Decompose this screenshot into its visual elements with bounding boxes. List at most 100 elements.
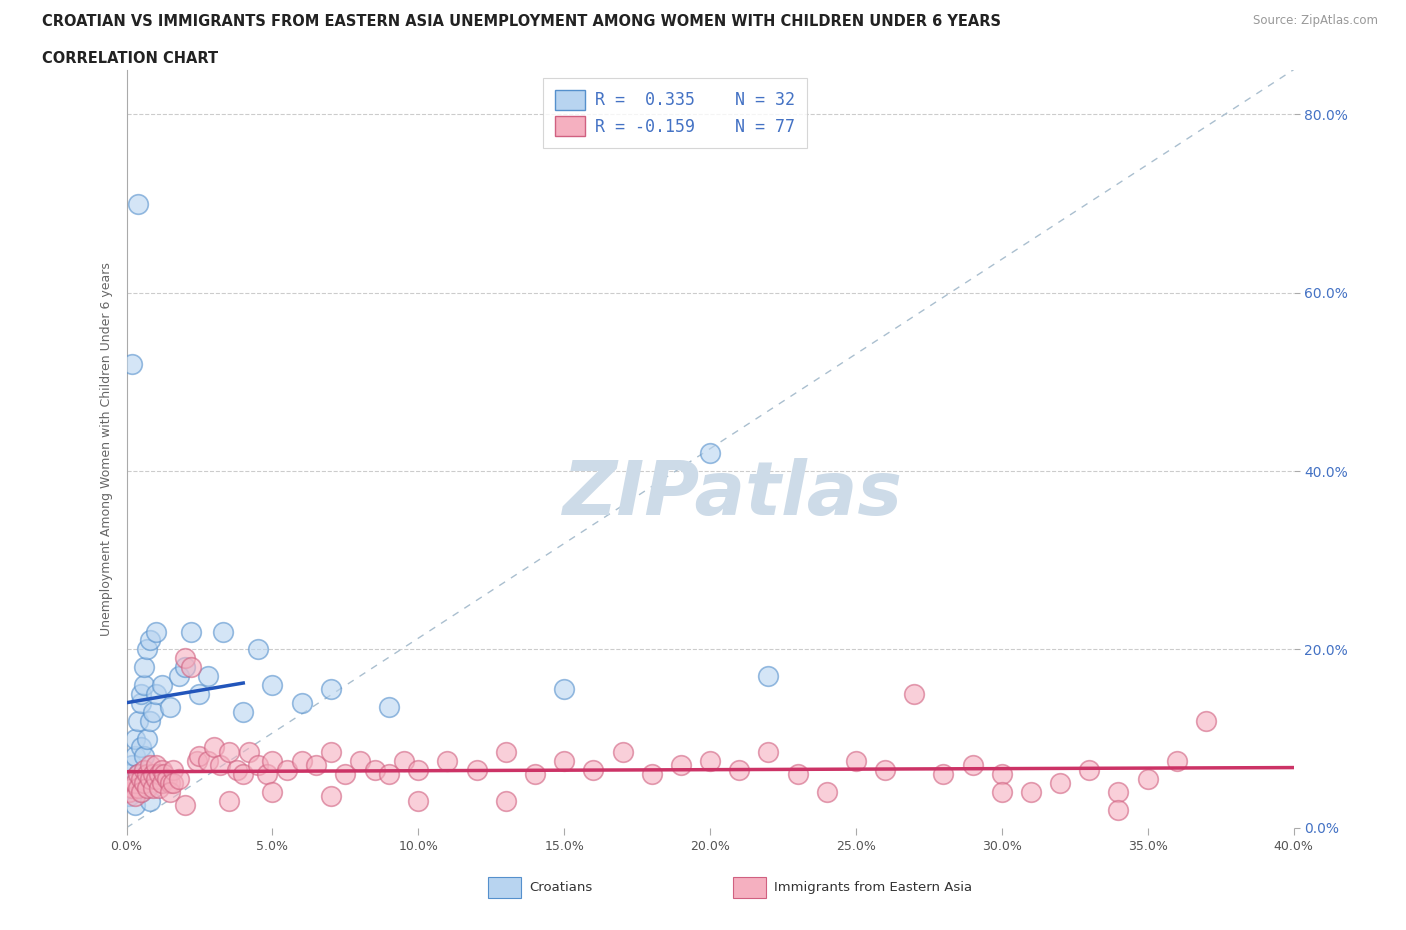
Point <box>121 758 143 773</box>
Point <box>159 700 181 715</box>
Point <box>121 780 143 795</box>
Point <box>962 758 984 773</box>
Point <box>129 785 152 800</box>
Point <box>262 785 284 800</box>
Point <box>262 753 284 768</box>
Point <box>305 758 328 773</box>
Text: ZIPatlas: ZIPatlas <box>564 458 904 531</box>
Point <box>226 763 249 777</box>
Point <box>202 740 225 755</box>
Point <box>148 766 170 781</box>
Point <box>845 753 868 768</box>
Point <box>159 776 181 790</box>
Point <box>246 758 269 773</box>
Point <box>612 744 634 759</box>
Point <box>132 678 155 693</box>
Point <box>408 793 430 808</box>
Point <box>145 624 167 639</box>
Text: Source: ZipAtlas.com: Source: ZipAtlas.com <box>1253 14 1378 27</box>
Point <box>132 776 155 790</box>
Point <box>186 753 208 768</box>
Point <box>728 763 751 777</box>
Point <box>232 766 254 781</box>
Point <box>246 642 269 657</box>
Point <box>145 758 167 773</box>
Point <box>208 758 231 773</box>
Point <box>132 659 155 674</box>
Point <box>188 686 211 701</box>
Point <box>148 780 170 795</box>
Point <box>142 780 165 795</box>
Point <box>132 763 155 777</box>
Point <box>145 686 167 701</box>
Point <box>162 776 184 790</box>
Point <box>1108 785 1130 800</box>
Point <box>232 704 254 719</box>
Point <box>124 789 146 804</box>
Point <box>180 624 202 639</box>
Point <box>756 669 779 684</box>
Point <box>153 766 176 781</box>
Point <box>1049 776 1071 790</box>
Point <box>1108 803 1130 817</box>
Point <box>121 771 143 786</box>
Point <box>256 766 278 781</box>
Point <box>136 766 159 781</box>
Point <box>1078 763 1101 777</box>
Text: Immigrants from Eastern Asia: Immigrants from Eastern Asia <box>775 881 973 894</box>
Point <box>118 785 141 800</box>
Point <box>129 740 152 755</box>
Point <box>238 744 260 759</box>
Point <box>218 793 240 808</box>
Point <box>132 749 155 764</box>
Point <box>262 678 284 693</box>
Point <box>124 776 146 790</box>
Point <box>211 624 233 639</box>
Point <box>139 793 162 808</box>
Point <box>150 776 173 790</box>
Point <box>127 766 149 781</box>
Point <box>1136 771 1159 786</box>
Point <box>990 766 1012 781</box>
Point <box>127 196 149 211</box>
Point <box>142 704 165 719</box>
Point <box>349 753 371 768</box>
Point <box>127 766 149 781</box>
Point <box>139 758 162 773</box>
Point <box>180 659 202 674</box>
Point <box>136 780 159 795</box>
Point <box>319 744 342 759</box>
Point <box>378 766 401 781</box>
Point <box>174 651 197 666</box>
Point <box>136 731 159 746</box>
Point <box>118 780 141 795</box>
Point <box>159 785 181 800</box>
Point <box>392 753 415 768</box>
Point <box>121 356 143 371</box>
Point <box>990 785 1012 800</box>
Point <box>553 682 575 697</box>
Point <box>150 763 173 777</box>
Point <box>188 749 211 764</box>
Point <box>124 798 146 813</box>
Point <box>699 445 721 460</box>
Point <box>142 766 165 781</box>
Point <box>875 763 897 777</box>
Point <box>319 789 342 804</box>
Point <box>669 758 692 773</box>
Point <box>495 793 517 808</box>
Point <box>127 780 149 795</box>
Point <box>436 753 458 768</box>
Point <box>139 771 162 786</box>
Point <box>129 785 152 800</box>
Point <box>699 753 721 768</box>
Point <box>121 771 143 786</box>
Point <box>197 669 219 684</box>
Point <box>290 753 312 768</box>
Point <box>174 798 197 813</box>
Point <box>903 686 925 701</box>
Point <box>582 763 605 777</box>
Point <box>118 789 141 804</box>
Legend: R =  0.335    N = 32, R = -0.159    N = 77: R = 0.335 N = 32, R = -0.159 N = 77 <box>543 78 807 148</box>
Text: CORRELATION CHART: CORRELATION CHART <box>42 51 218 66</box>
